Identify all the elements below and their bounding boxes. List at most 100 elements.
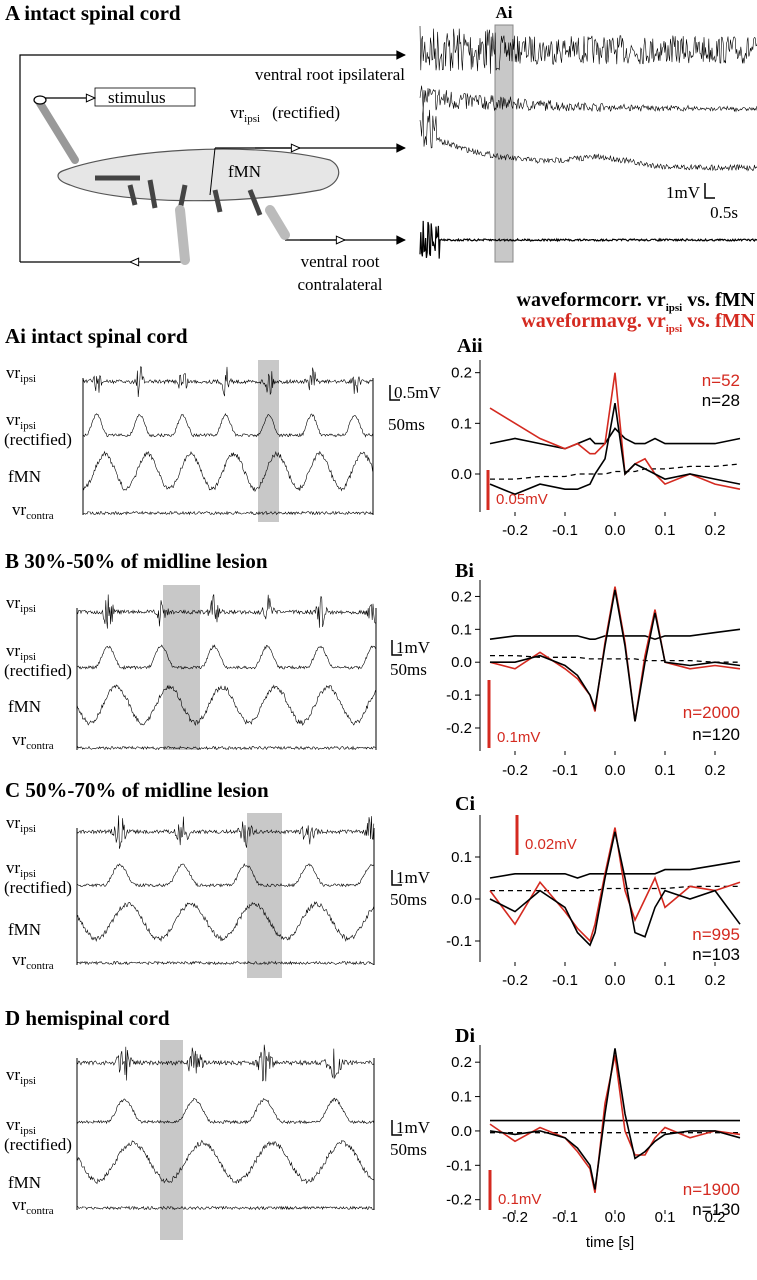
n-label: n=103 — [692, 945, 740, 964]
x-tick-label: -0.2 — [502, 762, 528, 779]
y-tick-label: -0.2 — [446, 720, 472, 737]
panel-title: Ai intact spinal cord — [5, 324, 188, 348]
y-tick-label: 0.2 — [451, 588, 472, 605]
series-line — [489, 1048, 741, 1190]
trace-label: contralateral — [298, 275, 383, 294]
trace-label: (rectified) — [4, 878, 72, 897]
panel-title: A intact spinal cord — [5, 1, 181, 25]
trace-label: vrcontra — [12, 950, 54, 972]
x-tick-label: 0.2 — [705, 762, 726, 779]
scale-label: 50ms — [388, 415, 425, 434]
scale-label: 0.02mV — [525, 836, 577, 853]
trace-label: vripsi — [6, 593, 36, 615]
trace-label: ventral root ipsilateral — [255, 65, 405, 84]
trace-label: vripsi — [6, 641, 36, 663]
scale-label: 1mV — [666, 183, 701, 202]
x-tick-label: -0.2 — [502, 972, 528, 989]
highlight-window — [247, 813, 282, 978]
y-tick-label: 0.0 — [451, 466, 472, 483]
raw-trace — [76, 960, 374, 966]
raw-trace — [77, 644, 376, 670]
x-tick-label: 0.1 — [655, 972, 676, 989]
trace-label: vripsi — [6, 1065, 36, 1087]
trace-frame — [76, 828, 375, 965]
trace-label: vrcontra — [12, 500, 54, 522]
trace-label: fMN — [8, 1173, 41, 1192]
trace-label: (rectified) — [4, 430, 72, 449]
raw-trace — [76, 1044, 375, 1082]
y-tick-label: 0.1 — [451, 415, 472, 432]
scale-bar — [704, 183, 715, 199]
trace-label: vrcontra — [12, 1195, 54, 1217]
raw-trace — [76, 901, 375, 943]
trace-label: fMN — [228, 162, 261, 181]
series-line — [489, 427, 741, 450]
trace-label: fMN — [8, 920, 41, 939]
trace-frame — [82, 378, 374, 515]
highlight-window — [258, 360, 279, 522]
series-line — [490, 885, 740, 892]
scale-label: 50ms — [390, 660, 427, 679]
x-tick-label: 0.2 — [705, 972, 726, 989]
y-tick-label: 0.0 — [451, 891, 472, 908]
x-tick-label: -0.1 — [552, 522, 578, 539]
x-tick-label: 0.0 — [605, 972, 626, 989]
scale-label: 1mV — [396, 638, 431, 657]
x-axis-label: time [s] — [586, 1234, 634, 1251]
scale-label: 0.05mV — [496, 491, 548, 508]
chart-label: Di — [455, 1025, 475, 1047]
raw-trace — [76, 1205, 374, 1211]
scale-bar — [391, 640, 402, 656]
raw-trace — [82, 366, 373, 398]
highlight-window — [160, 1040, 183, 1240]
trace-label: vrcontra — [12, 730, 54, 752]
y-tick-label: 0.2 — [451, 1054, 472, 1071]
raw-trace — [76, 863, 374, 888]
x-tick-label: -0.1 — [552, 762, 578, 779]
setup-diagram — [19, 50, 406, 267]
raw-trace — [76, 594, 376, 629]
x-tick-label: 0.1 — [655, 522, 676, 539]
y-tick-label: 0.0 — [451, 1123, 472, 1140]
x-tick-label: 0.0 — [605, 762, 626, 779]
scale-label: 50ms — [390, 1140, 427, 1159]
stimulus-label: stimulus — [108, 88, 166, 107]
trace-label: (rectified) — [4, 1135, 72, 1154]
scale-label: 0.1mV — [498, 1191, 541, 1208]
legend-entry: waveformcorr. vripsi vs. fMN — [517, 289, 756, 314]
series-line — [489, 860, 741, 879]
chart-label: Bi — [455, 560, 474, 582]
raw-trace — [76, 815, 375, 849]
scale-bar — [389, 385, 400, 401]
scale-label: 0.1mV — [497, 729, 540, 746]
panel-title: C 50%-70% of midline lesion — [5, 778, 269, 802]
raw-trace — [76, 745, 376, 751]
raw-trace — [419, 108, 757, 172]
trace-frame — [76, 1058, 375, 1210]
x-tick-label: -0.1 — [552, 972, 578, 989]
y-tick-label: -0.1 — [446, 1157, 472, 1174]
x-tick-label: -0.1 — [552, 1209, 578, 1226]
x-tick-label: -0.2 — [502, 1209, 528, 1226]
n-label: n=2000 — [683, 703, 740, 722]
scale-label: 1mV — [396, 1118, 431, 1137]
series-line — [489, 831, 741, 947]
raw-trace — [76, 1097, 375, 1125]
x-tick-label: 0.1 — [655, 762, 676, 779]
raw-trace — [419, 25, 757, 74]
trace-label: (rectified) — [4, 661, 72, 680]
n-label: n=995 — [692, 925, 740, 944]
scale-label: 50ms — [390, 890, 427, 909]
scale-bar — [391, 870, 402, 886]
n-label: n=1900 — [683, 1180, 740, 1199]
n-label: n=52 — [702, 371, 740, 390]
trace-label: fMN — [8, 467, 41, 486]
n-label: n=120 — [692, 725, 740, 744]
series-line — [490, 463, 741, 480]
series-line — [490, 654, 740, 663]
series-line — [489, 402, 741, 496]
y-tick-label: 0.0 — [451, 654, 472, 671]
series-line — [489, 586, 741, 722]
raw-trace — [419, 220, 757, 259]
